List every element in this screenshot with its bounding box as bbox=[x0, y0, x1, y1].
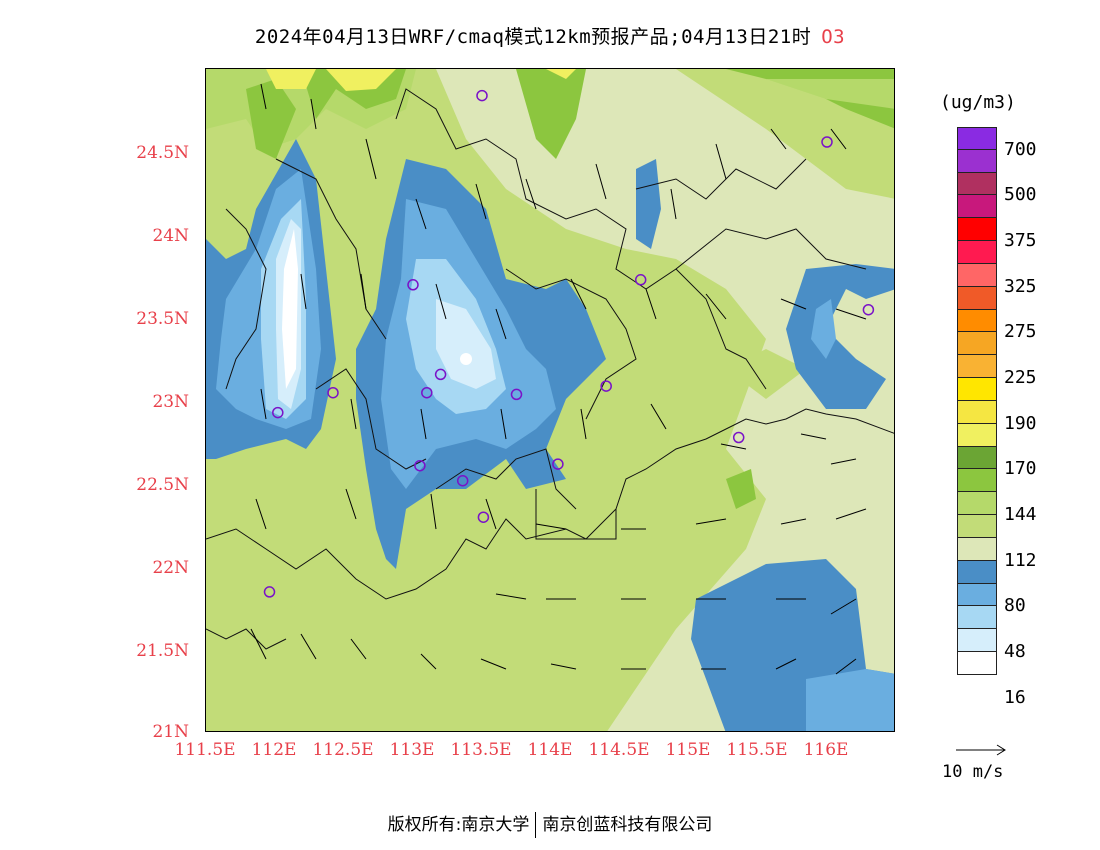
colorbar-swatch bbox=[957, 218, 997, 242]
colorbar-swatch bbox=[957, 560, 997, 584]
colorbar-swatch bbox=[957, 606, 997, 630]
colorbar-label: 190 bbox=[1004, 412, 1037, 434]
colorbar-label: 500 bbox=[1004, 184, 1037, 206]
colorbar-swatch bbox=[957, 583, 997, 607]
colorbar-swatch bbox=[957, 629, 997, 653]
lat-label-24-5: 24.5N bbox=[136, 143, 189, 163]
station-markers bbox=[263, 89, 875, 598]
colorbar-swatch bbox=[957, 127, 997, 150]
lon-label-113: 113E bbox=[389, 740, 435, 760]
copyright-footer: 版权所有:南京大学 南京创蓝科技有限公司 bbox=[0, 810, 1100, 838]
colorbar-swatch bbox=[957, 172, 997, 196]
colorbar-label: 275 bbox=[1004, 321, 1037, 343]
lat-label-21: 21N bbox=[152, 722, 189, 742]
station-marker[interactable] bbox=[862, 303, 875, 316]
station-marker[interactable] bbox=[510, 388, 523, 401]
colorbar-label: 80 bbox=[1004, 595, 1026, 617]
colorbar-swatch bbox=[957, 355, 997, 379]
footer-divider bbox=[535, 812, 537, 838]
lat-label-23-5: 23.5N bbox=[136, 309, 189, 329]
colorbar-label: 325 bbox=[1004, 275, 1037, 297]
station-marker[interactable] bbox=[552, 458, 564, 470]
station-marker[interactable] bbox=[634, 274, 647, 286]
station-marker[interactable] bbox=[407, 279, 419, 291]
lon-label-116: 116E bbox=[803, 740, 849, 760]
station-marker[interactable] bbox=[327, 386, 339, 399]
lat-label-21-5: 21.5N bbox=[136, 641, 189, 661]
colorbar-swatch bbox=[957, 537, 997, 561]
station-marker[interactable] bbox=[477, 511, 490, 523]
lon-label-114: 114E bbox=[527, 740, 573, 760]
reference-vector-label: 10 m/s bbox=[942, 762, 1004, 782]
station-marker[interactable] bbox=[476, 89, 488, 102]
station-marker[interactable] bbox=[732, 431, 745, 444]
colorbar-swatch bbox=[957, 263, 997, 287]
footer-left: 版权所有:南京大学 bbox=[387, 815, 530, 835]
station-marker[interactable] bbox=[272, 406, 284, 419]
colorbar-label: 144 bbox=[1004, 504, 1037, 526]
lat-label-22: 22N bbox=[152, 558, 189, 578]
lat-label-24: 24N bbox=[152, 226, 189, 246]
o3-concentration-field bbox=[206, 69, 894, 731]
colorbar bbox=[957, 127, 997, 675]
title-text: 2024年04月13日WRF/cmaq模式12km预报产品;04月13日21时 bbox=[254, 26, 812, 48]
colorbar-label: 112 bbox=[1004, 549, 1037, 571]
colorbar-swatch bbox=[957, 286, 997, 310]
colorbar-swatch bbox=[957, 515, 997, 538]
colorbar-swatch bbox=[957, 378, 997, 401]
colorbar-swatch bbox=[957, 400, 997, 424]
lon-label-115: 115E bbox=[665, 740, 711, 760]
colorbar-label: 700 bbox=[1004, 138, 1037, 160]
colorbar-unit: (ug/m3) bbox=[940, 92, 1016, 113]
colorbar-swatch bbox=[957, 492, 997, 516]
station-marker[interactable] bbox=[434, 368, 447, 381]
colorbar-swatch bbox=[957, 446, 997, 470]
colorbar-swatch bbox=[957, 423, 997, 447]
lon-label-114-5: 114.5E bbox=[588, 740, 650, 760]
lon-label-112: 112E bbox=[251, 740, 297, 760]
colorbar-swatch bbox=[957, 652, 997, 675]
lon-label-113-5: 113.5E bbox=[450, 740, 512, 760]
colorbar-swatch bbox=[957, 195, 997, 219]
lon-label-111-5: 111.5E bbox=[174, 740, 236, 760]
station-marker[interactable] bbox=[414, 459, 426, 472]
station-marker[interactable] bbox=[456, 474, 469, 487]
colorbar-label: 375 bbox=[1004, 230, 1037, 252]
colorbar-label: 170 bbox=[1004, 458, 1037, 480]
wind-vectors bbox=[250, 83, 867, 675]
lat-label-22-5: 22.5N bbox=[136, 475, 189, 495]
station-marker[interactable] bbox=[821, 136, 833, 148]
lon-label-112-5: 112.5E bbox=[312, 740, 374, 760]
forecast-map[interactable] bbox=[205, 68, 895, 732]
station-marker[interactable] bbox=[263, 586, 276, 598]
station-marker[interactable] bbox=[600, 380, 612, 392]
colorbar-swatch bbox=[957, 241, 997, 264]
colorbar-label: 48 bbox=[1004, 641, 1026, 663]
colorbar-swatch bbox=[957, 332, 997, 356]
station-marker[interactable] bbox=[421, 386, 433, 399]
reference-vector-arrow bbox=[956, 744, 1006, 756]
lon-label-115-5: 115.5E bbox=[726, 740, 788, 760]
species-label: O3 bbox=[821, 26, 846, 48]
colorbar-label: 225 bbox=[1004, 367, 1037, 389]
map-title: 2024年04月13日WRF/cmaq模式12km预报产品;04月13日21时 O… bbox=[0, 22, 1100, 49]
colorbar-label: 16 bbox=[1004, 686, 1026, 708]
lat-label-23: 23N bbox=[152, 392, 189, 412]
footer-right: 南京创蓝科技有限公司 bbox=[542, 815, 713, 835]
colorbar-swatch bbox=[957, 309, 997, 333]
colorbar-swatch bbox=[957, 149, 997, 173]
colorbar-swatch bbox=[957, 469, 997, 493]
